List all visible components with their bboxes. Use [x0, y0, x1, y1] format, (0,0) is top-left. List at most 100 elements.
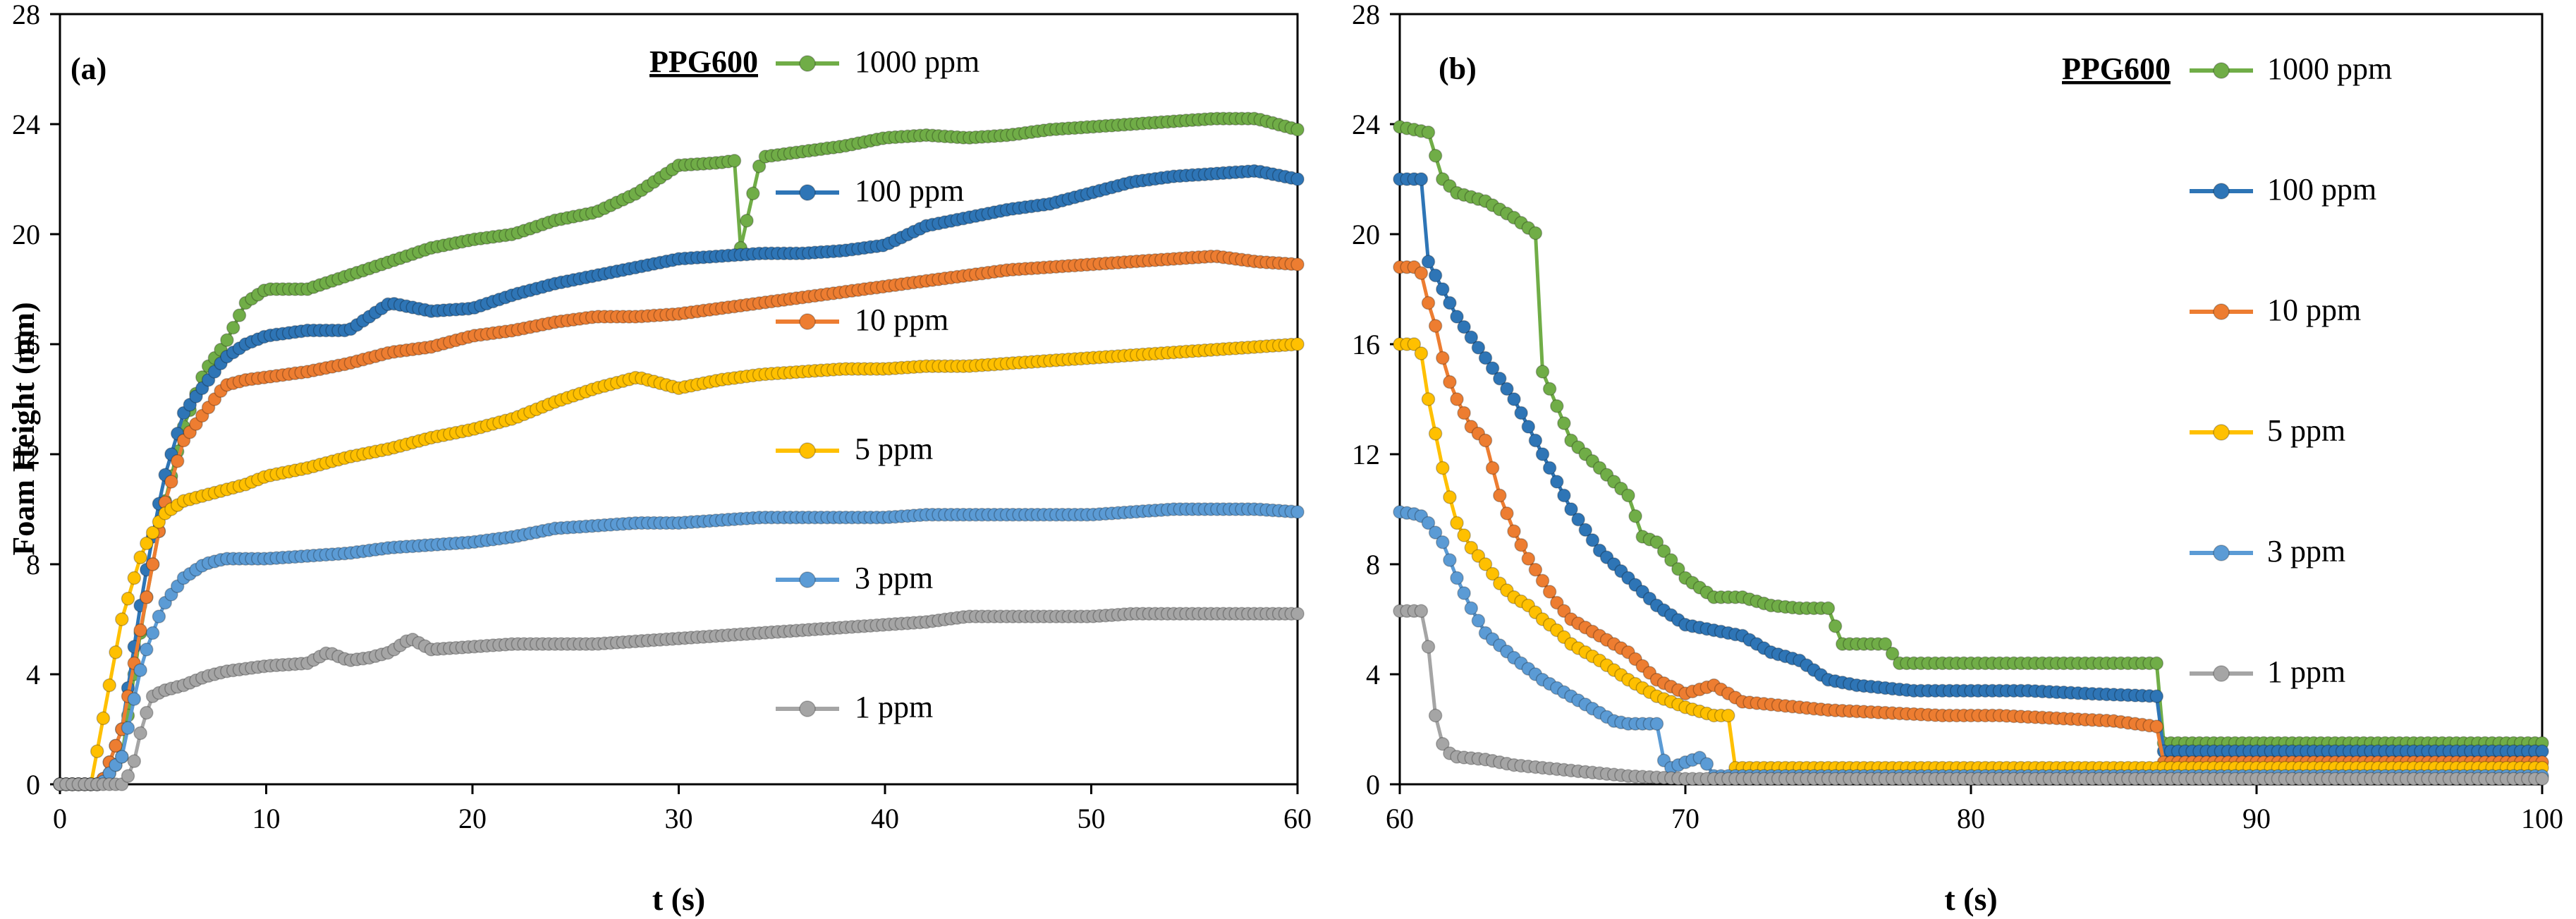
y-tick-label: 4 [26, 659, 40, 690]
data-point [1671, 562, 1685, 576]
data-point [127, 692, 142, 706]
panel-label: (a) [71, 51, 106, 86]
data-point [1428, 268, 1443, 283]
legend-swatch-marker [2213, 665, 2230, 682]
data-point [1521, 420, 1536, 434]
data-point [1500, 506, 1514, 521]
data-point [1664, 553, 1678, 567]
data-point [1557, 416, 1571, 430]
data-point [1550, 399, 1564, 413]
data-point [96, 711, 111, 726]
data-point [1557, 604, 1571, 619]
data-point [1542, 461, 1557, 475]
data-point [1628, 509, 1642, 523]
series-1000-ppm [53, 111, 1305, 791]
data-point [127, 571, 142, 585]
series-3-ppm [53, 502, 1305, 791]
data-point [1290, 172, 1305, 186]
data-point [1485, 461, 1500, 475]
data-point [1421, 255, 1436, 269]
data-point [1550, 595, 1564, 610]
x-axis-label: t (s) [652, 881, 705, 917]
panel-label: (b) [1439, 51, 1477, 86]
data-point [1457, 586, 1471, 600]
legend-swatch-marker [799, 55, 816, 72]
data-point [1578, 523, 1593, 537]
data-point [1443, 296, 1457, 310]
data-point [109, 645, 123, 659]
data-point [133, 663, 147, 677]
data-point [121, 592, 135, 606]
series-1-ppm [53, 607, 1305, 791]
data-point [1290, 607, 1305, 621]
data-point [1443, 375, 1457, 389]
series-line [60, 507, 1298, 786]
series-1-ppm [1393, 604, 2549, 786]
data-point [2149, 719, 2164, 734]
data-point [133, 726, 147, 741]
data-point [1464, 330, 1479, 345]
legend-swatch-marker [2213, 303, 2230, 320]
data-point [1514, 537, 1528, 552]
data-point [127, 754, 142, 768]
data-point [1436, 737, 1450, 751]
legend-entry: 100 ppm [776, 174, 964, 208]
series-line [60, 116, 1298, 786]
data-point [115, 612, 129, 626]
data-point [1507, 524, 1521, 538]
data-point [226, 320, 240, 335]
data-point [1649, 535, 1664, 549]
legend-swatch-marker [799, 313, 816, 330]
data-point [90, 744, 104, 758]
data-point [1436, 351, 1450, 365]
data-point [1421, 392, 1436, 406]
data-point [1421, 640, 1436, 654]
data-point [1421, 296, 1436, 310]
legend-swatch-marker [799, 184, 816, 201]
data-point [1450, 516, 1464, 530]
y-tick-label: 20 [1352, 219, 1380, 250]
legend-swatch-marker [2213, 62, 2230, 79]
x-tick-label: 30 [665, 803, 693, 834]
data-point [2149, 656, 2164, 671]
y-tick-label: 24 [1352, 109, 1380, 140]
legend-swatch-marker [799, 700, 816, 717]
data-point [140, 643, 154, 657]
data-point [121, 721, 135, 735]
data-point [1290, 337, 1305, 351]
y-tick-label: 28 [12, 0, 40, 30]
data-point [102, 678, 116, 693]
data-point [1478, 351, 1493, 365]
legend-entry: 10 ppm [776, 303, 948, 337]
y-tick-label: 0 [1366, 769, 1380, 801]
legend-label: 1 ppm [855, 690, 933, 724]
data-point [1485, 361, 1500, 375]
legend-entry: 3 ppm [2190, 534, 2345, 568]
data-point [1450, 571, 1464, 585]
legend-entry: 100 ppm [2190, 172, 2376, 207]
data-point [1485, 566, 1500, 581]
legend-label: 100 ppm [2267, 172, 2376, 207]
data-point [220, 333, 234, 347]
data-point [1450, 392, 1464, 406]
legend-label: 5 ppm [2267, 413, 2345, 448]
data-point [133, 550, 147, 565]
data-point [1493, 488, 1507, 503]
data-point [133, 623, 147, 638]
y-tick-label: 16 [1352, 329, 1380, 360]
legend-title: PPG600 [649, 44, 758, 79]
legend-swatch-marker [2213, 183, 2230, 200]
data-point [1542, 585, 1557, 599]
data-point [1821, 601, 1836, 616]
data-point [145, 626, 160, 640]
data-point [1471, 341, 1486, 355]
series-100-ppm [1393, 172, 2549, 758]
x-tick-label: 60 [1386, 803, 1414, 834]
data-point [1414, 346, 1429, 360]
data-point [1528, 563, 1543, 577]
data-point [140, 705, 154, 720]
x-tick-label: 50 [1078, 803, 1106, 834]
x-tick-label: 100 [2521, 803, 2563, 834]
data-point [746, 186, 760, 201]
legend-entry: 5 ppm [2190, 413, 2345, 448]
